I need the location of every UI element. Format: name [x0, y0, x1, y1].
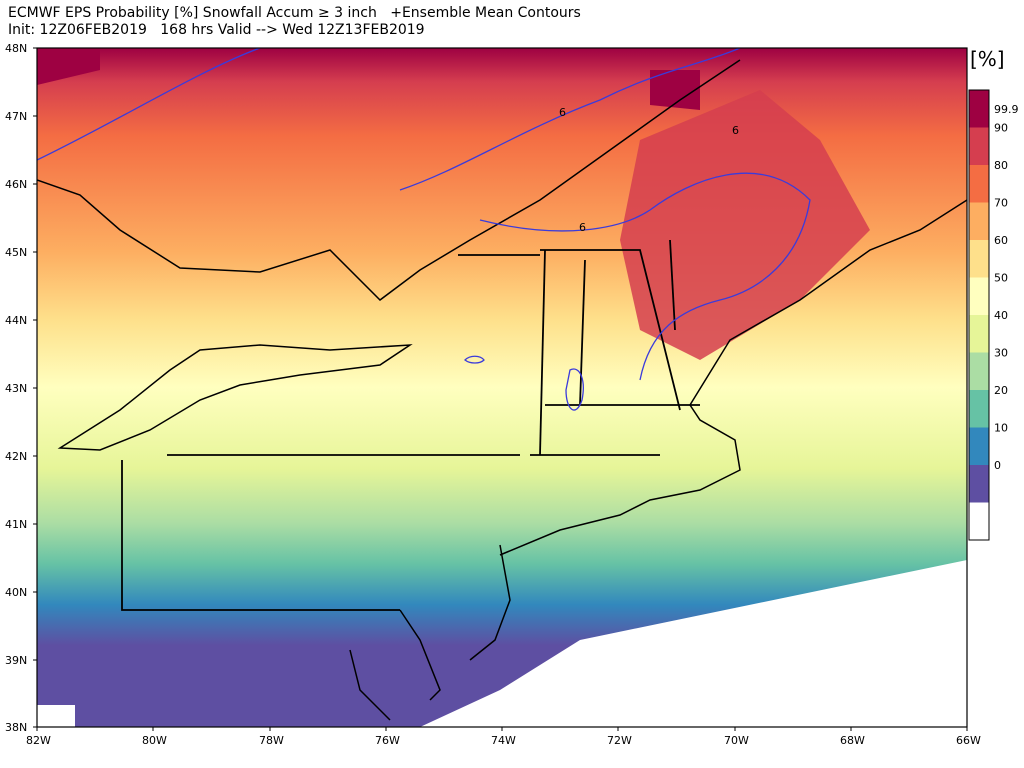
- lat-label: 42N: [5, 450, 27, 463]
- lat-label: 44N: [5, 314, 27, 327]
- lat-label: 43N: [5, 382, 27, 395]
- lon-label: 80W: [142, 734, 167, 747]
- contour-label-6: 6: [732, 124, 739, 137]
- colorbar-label: 50: [994, 272, 1008, 285]
- colorbar-swatch: [969, 202, 989, 240]
- colorbar-label: 80: [994, 159, 1008, 172]
- max-probability-region-west: [37, 48, 100, 85]
- lon-label: 76W: [375, 734, 400, 747]
- colorbar-swatch: [969, 240, 989, 278]
- colorbar-swatch: [969, 390, 989, 428]
- colorbar-label: 0: [994, 459, 1001, 472]
- longitude-axis: 82W 80W 78W 76W 74W 72W 70W 68W 66W: [26, 727, 981, 747]
- colorbar: 99.9 90 80 70 60 50 40 30 20 10 0: [968, 89, 1019, 541]
- high-probability-region: [620, 90, 870, 360]
- map-title: ECMWF EPS Probability [%] Snowfall Accum…: [8, 5, 581, 21]
- state-borders: [121, 239, 700, 611]
- contour-label-6: 6: [559, 106, 566, 119]
- colorbar-label: 90: [994, 122, 1008, 135]
- lon-label: 72W: [607, 734, 632, 747]
- coastlines: [37, 59, 967, 721]
- colorbar-swatch: [969, 277, 989, 315]
- latitude-axis: 48N 47N 46N 45N 44N 43N 42N 41N 40N 39N …: [5, 42, 37, 734]
- lon-label: 70W: [724, 734, 749, 747]
- lat-label: 38N: [5, 721, 27, 734]
- colorbar-label: 99.9: [994, 103, 1019, 116]
- colorbar-swatch: [969, 315, 989, 353]
- lat-label: 39N: [5, 654, 27, 667]
- lon-label: 78W: [259, 734, 284, 747]
- contour-label-6: 6: [579, 221, 586, 234]
- colorbar-label: 20: [994, 384, 1008, 397]
- colorbar-unit: [%]: [970, 47, 1005, 71]
- lon-label: 74W: [491, 734, 516, 747]
- colorbar-swatch: [969, 352, 989, 390]
- lon-label: 82W: [26, 734, 51, 747]
- no-snow-ocean-region: [420, 560, 967, 727]
- colorbar-swatch: [969, 465, 989, 503]
- lat-label: 45N: [5, 246, 27, 259]
- lon-label: 68W: [840, 734, 865, 747]
- max-probability-region-east: [650, 70, 700, 110]
- no-snow-southwest-region: [37, 705, 75, 727]
- colorbar-label: 60: [994, 234, 1008, 247]
- colorbar-swatch: [969, 427, 989, 465]
- colorbar-label: 10: [994, 422, 1008, 435]
- lat-label: 46N: [5, 178, 27, 191]
- colorbar-label: 40: [994, 309, 1008, 322]
- lat-label: 47N: [5, 110, 27, 123]
- lat-label: 40N: [5, 586, 27, 599]
- colorbar-swatch: [969, 165, 989, 203]
- colorbar-label: 30: [994, 347, 1008, 360]
- colorbar-swatch: [969, 127, 989, 165]
- map-subtitle: Init: 12Z06FEB2019 168 hrs Valid --> Wed…: [8, 22, 425, 38]
- lat-label: 48N: [5, 42, 27, 55]
- colorbar-swatch: [969, 90, 989, 128]
- lon-label: 66W: [956, 734, 981, 747]
- lat-label: 41N: [5, 518, 27, 531]
- ensemble-mean-contours: [37, 48, 811, 411]
- colorbar-swatch: [969, 502, 989, 540]
- colorbar-label: 70: [994, 197, 1008, 210]
- colorbar-frame: [968, 89, 990, 541]
